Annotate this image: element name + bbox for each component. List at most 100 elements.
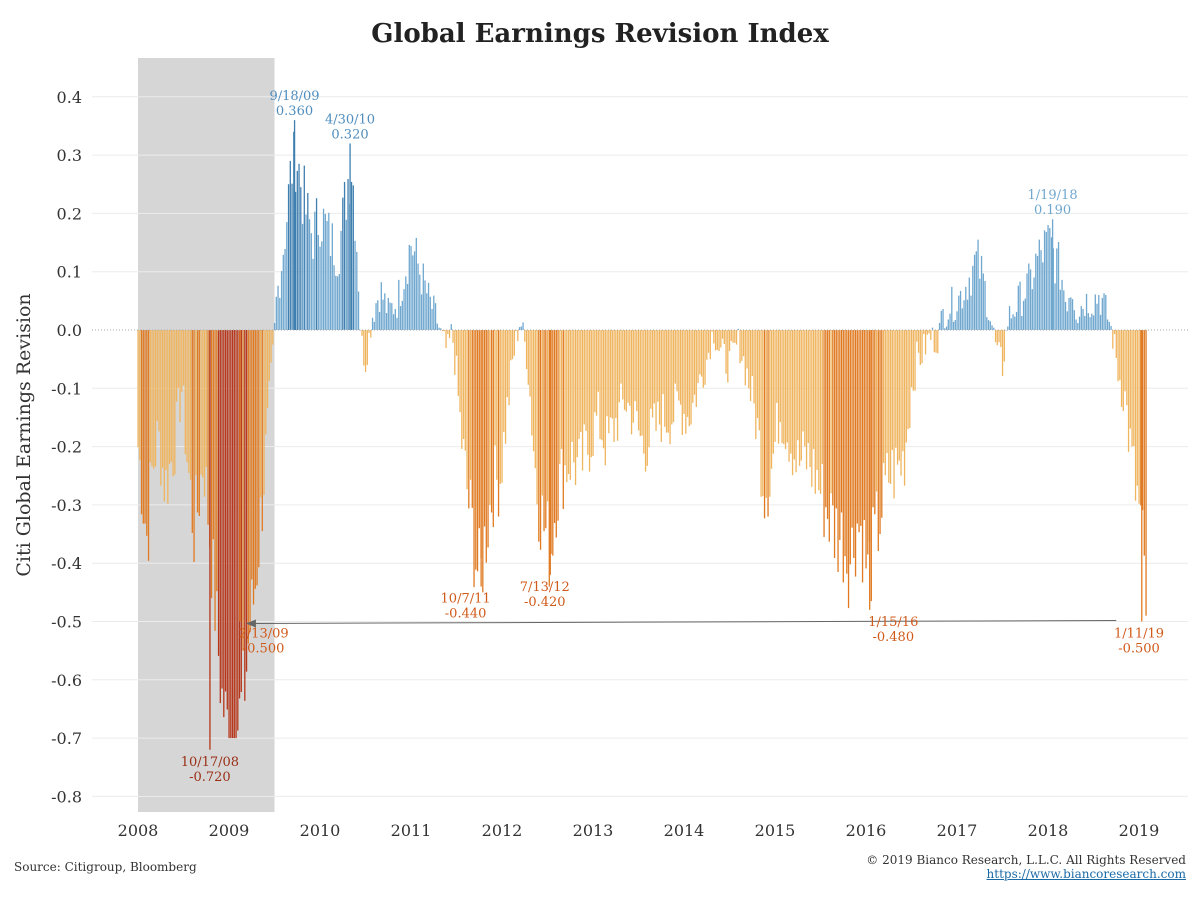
data-bar xyxy=(1012,314,1014,330)
data-bar xyxy=(440,328,442,330)
data-bar xyxy=(328,212,330,330)
data-bar xyxy=(506,330,508,398)
data-bar xyxy=(916,330,918,342)
data-bar xyxy=(814,330,816,494)
data-bar xyxy=(949,313,951,330)
data-bar xyxy=(515,330,517,332)
data-bar xyxy=(539,330,542,550)
data-bar xyxy=(721,330,724,339)
data-bar xyxy=(882,330,885,463)
data-bar xyxy=(310,233,312,330)
data-bar xyxy=(256,330,258,586)
data-bar xyxy=(896,330,899,465)
data-bar xyxy=(433,295,435,330)
data-bar xyxy=(620,330,622,384)
data-bar xyxy=(1096,303,1098,330)
data-bar xyxy=(151,330,153,467)
data-bar xyxy=(777,330,780,444)
data-bar xyxy=(966,299,969,330)
data-bar xyxy=(769,330,771,497)
data-bar xyxy=(258,330,260,568)
annotation-value: -0.500 xyxy=(1118,642,1160,657)
data-bar xyxy=(494,330,496,446)
data-bar xyxy=(725,330,727,374)
website-link[interactable]: https://www.biancoresearch.com xyxy=(986,867,1186,881)
data-bar xyxy=(716,330,718,350)
data-bar xyxy=(485,330,487,563)
annotation-value: -0.500 xyxy=(243,642,285,657)
data-bar xyxy=(333,265,335,330)
data-bar xyxy=(931,327,934,330)
data-bar xyxy=(653,330,655,404)
data-bar xyxy=(329,255,332,330)
data-bar xyxy=(893,330,895,499)
data-bar xyxy=(650,330,652,409)
data-bar xyxy=(662,330,664,395)
data-bar xyxy=(1035,253,1037,330)
data-bar xyxy=(634,330,636,402)
data-bar xyxy=(424,280,426,330)
data-bar xyxy=(746,330,748,369)
data-bar xyxy=(522,322,524,330)
arrow-line xyxy=(253,620,1117,624)
data-bar xyxy=(499,330,501,484)
data-bar xyxy=(1101,297,1103,330)
data-bar xyxy=(597,330,599,392)
data-bar xyxy=(1050,237,1053,330)
data-bar xyxy=(209,330,211,750)
data-bar xyxy=(445,330,447,349)
data-bar xyxy=(263,330,265,495)
data-bar xyxy=(1089,317,1091,330)
data-bar xyxy=(235,330,237,739)
data-bar xyxy=(247,330,249,644)
x-tick-label: 2012 xyxy=(482,821,523,840)
data-bar xyxy=(839,330,841,540)
data-bar xyxy=(366,330,368,365)
data-bar xyxy=(772,330,774,454)
data-bar xyxy=(291,183,293,330)
data-bar xyxy=(401,300,403,330)
data-bar xyxy=(1068,297,1070,330)
data-bar xyxy=(921,330,923,364)
data-bar xyxy=(182,330,185,386)
data-bar xyxy=(1064,302,1067,330)
data-bar xyxy=(1078,316,1081,330)
data-bar xyxy=(489,330,491,505)
data-bar xyxy=(1029,269,1032,330)
data-bar xyxy=(527,330,529,385)
data-bar xyxy=(828,330,830,542)
data-bar xyxy=(314,211,316,330)
data-bar xyxy=(643,330,645,454)
data-bar xyxy=(963,300,965,330)
data-bar xyxy=(564,330,566,466)
x-tick-label: 2013 xyxy=(573,821,614,840)
data-bar xyxy=(844,330,846,557)
data-bar xyxy=(898,330,900,461)
data-bar xyxy=(609,330,612,418)
data-bar xyxy=(532,330,535,452)
data-bar xyxy=(392,314,395,330)
data-bar xyxy=(468,330,470,509)
x-tick-label: 2009 xyxy=(209,821,250,840)
data-bar xyxy=(1036,255,1039,330)
data-bar xyxy=(396,317,398,330)
data-bar xyxy=(420,294,423,330)
data-bar xyxy=(821,330,823,465)
data-bar xyxy=(865,330,867,569)
data-bar xyxy=(648,330,650,448)
data-bar xyxy=(907,330,909,430)
data-bar xyxy=(853,330,855,558)
data-bar xyxy=(482,330,484,593)
data-bar xyxy=(938,323,941,330)
data-bar xyxy=(678,330,680,401)
data-bar xyxy=(858,330,860,533)
data-bar xyxy=(350,181,353,330)
data-bar xyxy=(1127,330,1130,452)
data-bar xyxy=(469,330,472,480)
data-bar xyxy=(1061,279,1063,330)
data-bar xyxy=(464,330,466,451)
data-bar xyxy=(249,330,251,632)
data-bar xyxy=(224,330,227,692)
data-bar xyxy=(707,330,710,353)
data-bar xyxy=(847,330,850,609)
